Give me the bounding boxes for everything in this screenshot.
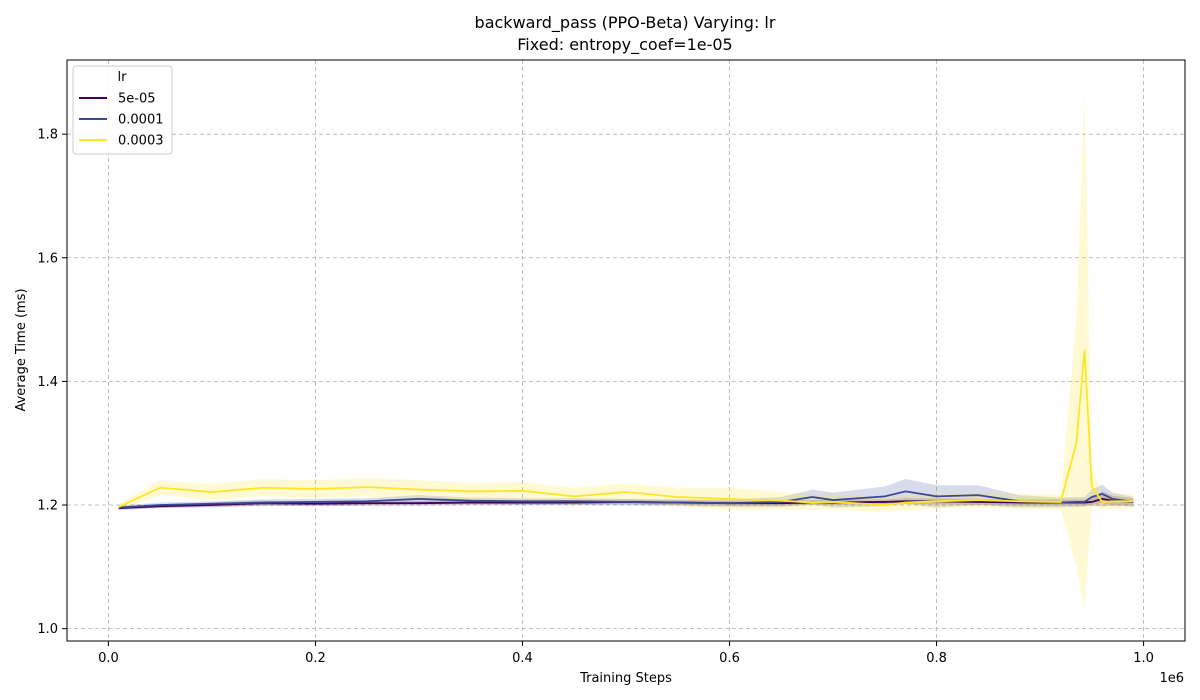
plot-frame <box>66 59 1186 642</box>
x-tick-label: 0.8 <box>926 651 947 666</box>
legend: lr 5e-05 0.0001 0.0003 <box>72 65 173 155</box>
legend-items: 5e-05 0.0001 0.0003 <box>79 92 164 149</box>
y-tick-label: 1.0 <box>37 622 58 637</box>
y-axis-ticks: 1.0 1.2 1.4 1.6 1.8 <box>37 128 67 637</box>
x-tick-label: 1.0 <box>1133 651 1154 666</box>
y-axis-label: Average Time (ms) <box>14 288 29 411</box>
chart-subtitle: Fixed: entropy_coef=1e-05 <box>517 35 732 55</box>
x-axis-label: Training Steps <box>579 671 672 686</box>
y-tick-label: 1.8 <box>37 128 58 143</box>
y-tick-label: 1.2 <box>37 499 58 514</box>
series-line-2 <box>118 349 1134 508</box>
legend-title: lr <box>118 70 128 85</box>
y-tick-label: 1.4 <box>37 375 58 390</box>
x-tick-label: 0.2 <box>305 651 326 666</box>
x-tick-label: 0.6 <box>719 651 740 666</box>
x-axis-offset-label: 1e6 <box>1159 671 1184 686</box>
y-tick-label: 1.6 <box>37 251 58 266</box>
legend-label: 5e-05 <box>118 92 156 107</box>
x-axis-ticks: 0.0 0.2 0.4 0.6 0.8 1.0 <box>98 641 1154 666</box>
legend-label: 0.0003 <box>118 134 164 149</box>
series-lines <box>118 349 1134 510</box>
x-tick-label: 0.0 <box>98 651 119 666</box>
chart-title: backward_pass (PPO-Beta) Varying: lr <box>475 13 776 33</box>
legend-label: 0.0001 <box>118 113 164 128</box>
series-line-1 <box>118 490 1134 509</box>
series-band-2 <box>118 90 1134 611</box>
legend-box <box>72 65 173 155</box>
confidence-bands <box>118 90 1134 611</box>
grid-lines <box>67 60 1185 641</box>
x-tick-label: 0.4 <box>512 651 533 666</box>
series-band-0 <box>118 491 1134 510</box>
